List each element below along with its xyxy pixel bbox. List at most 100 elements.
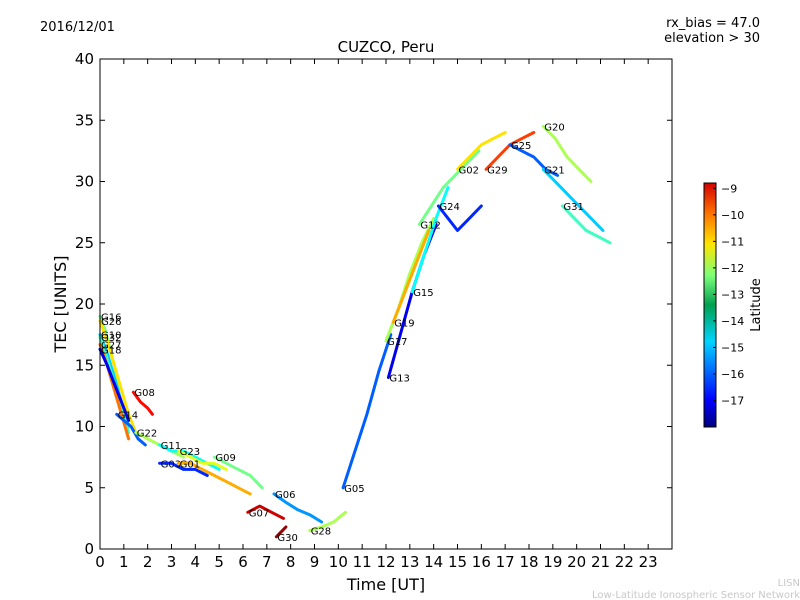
series-label-G13: G13 <box>389 374 409 385</box>
series-label-G32: G32 <box>101 333 121 344</box>
series-G09: G09 <box>212 453 264 490</box>
series-line-G30 <box>274 525 288 539</box>
series-G20: G20 <box>541 122 593 183</box>
series-label-G06: G06 <box>275 490 295 501</box>
y-tick-label: 10 <box>75 418 94 436</box>
series-label-G01: G01 <box>180 459 200 470</box>
colorbar-tick-label: −10 <box>721 209 744 222</box>
series-label-G12: G12 <box>420 220 440 231</box>
rx-bias-label: rx_bias = 47.0 <box>666 16 760 31</box>
series-label-G31: G31 <box>563 202 583 213</box>
series-label-G02: G02 <box>459 165 479 176</box>
x-tick-label: 4 <box>191 553 201 571</box>
series-line-G08 <box>131 390 154 416</box>
series-G01: G01 <box>177 459 252 496</box>
series-line-G05 <box>341 333 393 490</box>
series-label-G20: G20 <box>544 122 564 133</box>
series-G30: G30 <box>274 525 298 544</box>
x-tick-label: 17 <box>496 553 515 571</box>
x-tick-label: 14 <box>424 553 443 571</box>
x-tick-label: 7 <box>262 553 272 571</box>
series-line-G02 <box>456 131 507 171</box>
x-tick-label: 22 <box>615 553 634 571</box>
series-line-G09 <box>212 455 264 490</box>
x-tick-label: 18 <box>519 553 538 571</box>
x-tick-label: 16 <box>472 553 491 571</box>
y-tick-label: 40 <box>75 50 94 68</box>
series-line-G20 <box>541 124 593 183</box>
series-line-G13 <box>386 222 438 379</box>
x-tick-label: 11 <box>353 553 372 571</box>
x-tick-label: 8 <box>286 553 296 571</box>
series-label-G11: G11 <box>161 441 181 452</box>
series-line-G25 <box>508 143 560 177</box>
y-tick-label: 35 <box>75 111 94 129</box>
x-tick-label: 15 <box>448 553 467 571</box>
x-tick-label: 23 <box>639 553 658 571</box>
x-tick-label: 10 <box>329 553 348 571</box>
credit-network: Low-Latitude Ionospheric Sensor Network <box>592 590 800 600</box>
x-tick-label: 13 <box>400 553 419 571</box>
y-axis-label: TEC [UNITS] <box>51 256 70 354</box>
colorbar <box>703 182 717 428</box>
series-label-G16: G16 <box>101 312 121 323</box>
x-tick-label: 9 <box>310 553 320 571</box>
y-tick-label: 30 <box>75 173 94 191</box>
series-G25: G25 <box>508 141 560 177</box>
series-label-G09: G09 <box>215 453 235 464</box>
series-line-G12 <box>417 149 481 226</box>
series-G26: G26 <box>98 317 138 435</box>
y-tick-label: 15 <box>75 356 94 374</box>
colorbar-tick-label: −11 <box>721 235 744 248</box>
elevation-label: elevation > 30 <box>664 31 760 46</box>
series-label-G07: G07 <box>249 508 269 519</box>
series-label-G30: G30 <box>277 533 297 544</box>
series-G23: G23 <box>177 447 228 471</box>
series-label-G15: G15 <box>413 288 433 299</box>
series-line-G26 <box>98 319 138 435</box>
colorbar-tick-label: −14 <box>721 315 744 328</box>
series-G21: G21 <box>541 165 605 232</box>
series-line-G15 <box>410 186 450 294</box>
x-tick-label: 0 <box>95 553 105 571</box>
series-G03: G03 <box>158 459 209 477</box>
series-line-G21 <box>541 167 605 232</box>
x-tick-label: 19 <box>543 553 562 571</box>
x-tick-label: 21 <box>591 553 610 571</box>
series-line-G06 <box>272 492 324 524</box>
colorbar-label: Latitude <box>749 278 764 332</box>
series-G02: G02 <box>456 131 507 176</box>
x-tick-label: 2 <box>143 553 153 571</box>
y-tick-label: 5 <box>84 479 94 497</box>
series-line-G19 <box>391 229 431 324</box>
series-line-G01 <box>177 461 252 496</box>
series-label-G22: G22 <box>137 429 157 440</box>
series-label-G17: G17 <box>387 337 407 348</box>
y-tick-label: 0 <box>84 540 94 558</box>
series-G08: G08 <box>131 388 155 416</box>
x-tick-label: 6 <box>238 553 248 571</box>
plot-frame <box>99 58 673 550</box>
date-label: 2016/12/01 <box>40 20 115 35</box>
series-G18: G18 <box>98 345 131 422</box>
series-line-G28 <box>308 510 347 533</box>
series-label-G19: G19 <box>394 318 414 329</box>
series-label-G21: G21 <box>544 165 564 176</box>
x-tick-label: 3 <box>167 553 177 571</box>
series-G06: G06 <box>272 490 324 524</box>
series-G12: G12 <box>417 149 481 231</box>
series-line-G18 <box>98 347 131 422</box>
series-G19: G19 <box>391 229 431 329</box>
x-axis-label: Time [UT] <box>346 575 425 594</box>
series-label-G26: G26 <box>101 317 121 328</box>
series-G07: G07 <box>246 504 285 520</box>
y-tick-label: 20 <box>75 295 94 313</box>
credit-lisn: LISN <box>778 578 800 589</box>
colorbar-ticks: −9 −10 −11 −12 −13 −14 −15 −16 −17 <box>713 182 744 407</box>
series-line-G03 <box>158 461 209 477</box>
series-G24: G24 <box>436 202 483 232</box>
series-G15: G15 <box>410 186 450 299</box>
colorbar-tick-label: −12 <box>721 262 744 275</box>
